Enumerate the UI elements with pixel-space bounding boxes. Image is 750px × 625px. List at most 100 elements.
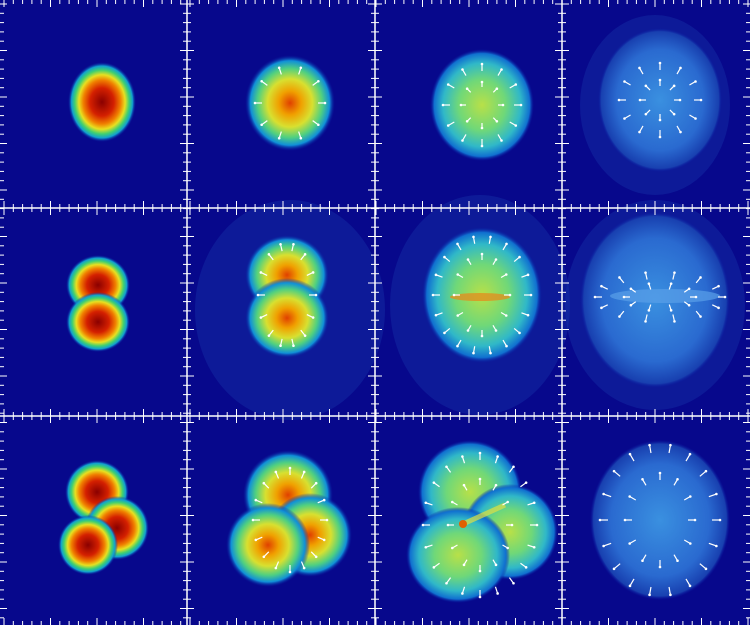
- arrow-head: [480, 144, 484, 148]
- arrow-head: [699, 276, 702, 279]
- arrow-head: [669, 443, 672, 447]
- arrow-head: [647, 309, 651, 312]
- arrow-head: [317, 123, 320, 127]
- arrow-head: [518, 331, 521, 335]
- arrow-head: [618, 315, 621, 318]
- arrow-head: [288, 466, 292, 470]
- arrow-head: [658, 61, 662, 65]
- arrow-head: [673, 320, 676, 323]
- arrow-head: [526, 273, 530, 277]
- arrow-head: [466, 329, 470, 332]
- arrow-head: [647, 282, 651, 285]
- arrow-head: [446, 523, 450, 527]
- arrow-head: [472, 351, 475, 355]
- arrow-head: [253, 101, 257, 105]
- shock-sheet: [610, 289, 720, 303]
- arrow-head: [505, 344, 508, 348]
- arrow-head: [723, 295, 727, 299]
- arrow-head: [704, 567, 708, 571]
- arrow-head: [506, 546, 510, 550]
- arrow-head: [322, 538, 326, 542]
- arrow-head: [441, 103, 445, 107]
- arrow-head: [432, 481, 436, 484]
- arrow-head: [669, 282, 673, 285]
- arrow-head: [600, 284, 603, 288]
- density-blob: [245, 278, 329, 358]
- arrow-head: [641, 559, 644, 563]
- arrow-head: [267, 334, 271, 337]
- arrow-head: [260, 79, 263, 83]
- arrow-head: [323, 101, 327, 105]
- arrow-head: [504, 314, 508, 317]
- arrow-head: [669, 309, 673, 312]
- arrow-head: [512, 465, 515, 469]
- arrow-head: [302, 470, 306, 474]
- arrow-head: [688, 584, 692, 588]
- arrow: [685, 453, 691, 462]
- arrow-head: [658, 471, 662, 475]
- arrow-head: [495, 119, 499, 123]
- arrow-head: [443, 331, 446, 335]
- arrow-head: [506, 500, 510, 504]
- arrow-head: [628, 495, 631, 498]
- arrow-head: [628, 452, 632, 456]
- arrow-head: [303, 334, 307, 337]
- arrow-head: [465, 87, 469, 91]
- arrow-head: [262, 481, 266, 485]
- arrow-head: [461, 455, 464, 458]
- arrow-head: [494, 258, 498, 261]
- arrow-head: [450, 546, 454, 550]
- arrow-head: [279, 344, 282, 347]
- arrow-head: [687, 303, 691, 307]
- arrow-head: [593, 295, 597, 299]
- arrow-head: [644, 112, 648, 116]
- arrow-head: [478, 595, 482, 599]
- arrow-head: [494, 329, 498, 332]
- arrow-head: [532, 501, 536, 505]
- arrow: [648, 586, 652, 595]
- arrow-head: [693, 518, 697, 522]
- arrow-head: [689, 495, 692, 498]
- arrow-head: [434, 313, 438, 317]
- arrow-head: [669, 593, 672, 597]
- arrow-head: [461, 592, 464, 595]
- arrow-head: [658, 565, 662, 569]
- arrow-head: [694, 80, 697, 83]
- arrow-head: [480, 62, 484, 66]
- arrow-head: [456, 273, 460, 276]
- arrow-head: [317, 79, 320, 83]
- arrow-head: [514, 83, 518, 86]
- arrow: [668, 586, 672, 595]
- arrow-head: [519, 103, 523, 107]
- arrow-head: [658, 78, 662, 82]
- arrow-head: [478, 477, 482, 481]
- arrow-head: [618, 276, 621, 279]
- arrow-head: [676, 477, 679, 481]
- arrow-head: [456, 242, 459, 246]
- arrow-head: [461, 68, 464, 71]
- arrow-head: [302, 566, 306, 570]
- arrow-head: [456, 314, 460, 317]
- arrow-head: [629, 287, 633, 291]
- shock-sheet: [450, 293, 510, 301]
- density-blob: [430, 49, 534, 161]
- arrow-head: [514, 124, 518, 127]
- density-blob: [598, 28, 722, 172]
- arrow-head: [434, 273, 438, 277]
- arrow-head: [644, 271, 647, 274]
- arrow-head: [512, 581, 515, 585]
- arrow-head: [500, 139, 503, 142]
- arrow-head: [260, 123, 263, 127]
- arrow-head: [494, 483, 498, 487]
- arrow-head: [496, 592, 499, 595]
- arrow-head: [432, 566, 436, 569]
- arrow-head: [694, 295, 698, 299]
- arrow-head: [450, 500, 454, 504]
- arrow-head: [452, 293, 456, 297]
- arrow-head: [718, 518, 722, 522]
- density-blob: [66, 292, 130, 352]
- density-blob: [58, 515, 118, 575]
- arrow-head: [311, 271, 315, 274]
- shock-core: [459, 520, 467, 528]
